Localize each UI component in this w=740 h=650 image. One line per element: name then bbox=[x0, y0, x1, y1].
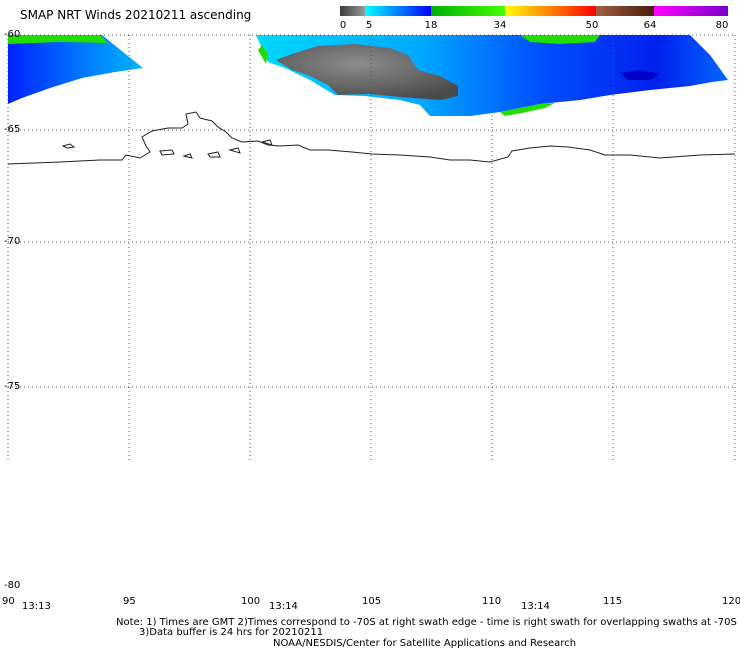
colorbar-label-5: 5 bbox=[365, 20, 373, 31]
colorbar-label-0: 0 bbox=[339, 20, 347, 31]
swath-left-green-edge bbox=[8, 35, 108, 44]
x-axis-label-120: 120 bbox=[722, 596, 740, 607]
colorbar-segment-0 bbox=[340, 6, 365, 16]
colorbar-segment-2 bbox=[431, 6, 505, 16]
swath-time-1: 13:13 bbox=[22, 601, 51, 612]
y-axis-label-65: -65 bbox=[4, 124, 21, 135]
note-line-2: 3)Data buffer is 24 hrs for 20210211 bbox=[139, 627, 324, 638]
colorbar-segment-4 bbox=[596, 6, 654, 16]
note-line-3: NOAA/NESDIS/Center for Satellite Applica… bbox=[273, 638, 577, 649]
note-line-1: Note: 1) Times are GMT 2)Times correspon… bbox=[116, 617, 737, 628]
x-axis-label-105: 105 bbox=[362, 596, 382, 607]
colorbar-label-18: 18 bbox=[424, 20, 438, 31]
map-title: SMAP NRT Winds 20210211 ascending bbox=[20, 8, 252, 22]
colorbar-label-80: 80 bbox=[715, 20, 729, 31]
grid bbox=[7, 34, 736, 463]
high-wind-patch bbox=[620, 70, 660, 80]
swath-left bbox=[8, 35, 143, 104]
coastline bbox=[7, 111, 736, 165]
swath-time-2: 13:14 bbox=[269, 601, 298, 612]
colorbar-segment-5 bbox=[654, 6, 728, 16]
colorbar bbox=[340, 6, 728, 16]
x-axis-label-115: 115 bbox=[603, 596, 623, 607]
x-axis-label-100: 100 bbox=[241, 596, 261, 607]
colorbar-label-64: 64 bbox=[643, 20, 657, 31]
y-axis-label-80: -80 bbox=[4, 580, 21, 591]
swath-main-green-top bbox=[520, 35, 600, 44]
y-axis-label-75: -75 bbox=[4, 381, 21, 392]
colorbar-label-50: 50 bbox=[585, 20, 599, 31]
colorbar-segment-1 bbox=[365, 6, 431, 16]
y-axis-label-70: -70 bbox=[4, 236, 21, 247]
x-axis-label-110: 110 bbox=[482, 596, 502, 607]
y-axis-label-60: -60 bbox=[4, 29, 21, 40]
swath-main-green-left bbox=[258, 45, 268, 64]
x-axis-label-90: 90 bbox=[2, 596, 15, 607]
swath-time-3: 13:14 bbox=[521, 601, 550, 612]
colorbar-label-34: 34 bbox=[493, 20, 507, 31]
colorbar-segment-3 bbox=[505, 6, 596, 16]
calm-wind-region bbox=[276, 44, 458, 100]
swath-main-green-bottom bbox=[500, 103, 555, 116]
x-axis-label-95: 95 bbox=[123, 596, 136, 607]
